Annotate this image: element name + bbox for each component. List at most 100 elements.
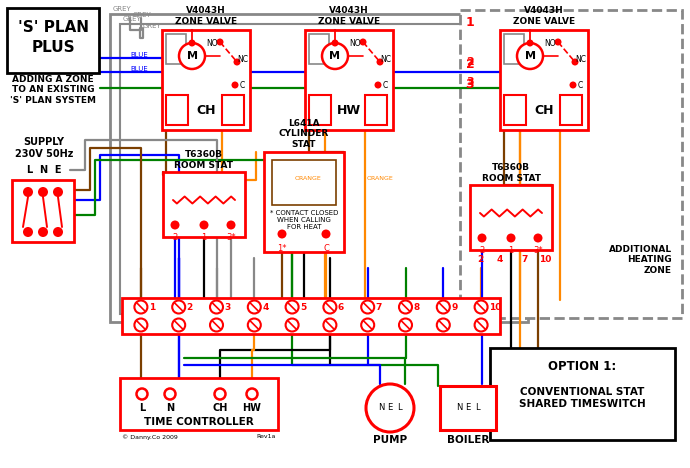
Text: L  N  E: L N E	[27, 165, 61, 175]
Text: 7: 7	[375, 304, 382, 313]
Text: 2: 2	[480, 246, 484, 255]
Text: 3*: 3*	[226, 233, 236, 242]
Text: BOILER: BOILER	[447, 435, 489, 445]
Circle shape	[555, 38, 562, 45]
Circle shape	[188, 39, 195, 46]
Circle shape	[399, 319, 412, 331]
Circle shape	[210, 319, 223, 331]
Text: E: E	[387, 403, 393, 412]
Bar	[305, 30, 393, 130]
Text: 10: 10	[489, 304, 502, 313]
Text: C: C	[323, 244, 329, 253]
Circle shape	[53, 187, 63, 197]
Circle shape	[135, 300, 148, 314]
Circle shape	[375, 81, 382, 88]
Text: OPTION 1:: OPTION 1:	[549, 359, 617, 373]
Circle shape	[215, 388, 226, 400]
Bar	[560, 95, 582, 125]
Text: V4043H
ZONE VALVE: V4043H ZONE VALVE	[513, 6, 575, 26]
Circle shape	[399, 300, 412, 314]
Text: CONVENTIONAL STAT
SHARED TIMESWITCH: CONVENTIONAL STAT SHARED TIMESWITCH	[519, 387, 646, 409]
Text: BLUE: BLUE	[130, 52, 148, 58]
Circle shape	[569, 81, 577, 88]
Bar	[163, 172, 245, 237]
Circle shape	[475, 300, 488, 314]
Text: NO: NO	[206, 38, 218, 47]
Text: 'S' PLAN: 'S' PLAN	[17, 21, 88, 36]
Bar	[162, 30, 250, 130]
Text: 1: 1	[201, 233, 206, 242]
Circle shape	[322, 43, 348, 69]
Text: 4: 4	[497, 256, 503, 264]
Text: 3: 3	[466, 79, 474, 92]
Circle shape	[324, 300, 337, 314]
Text: 2: 2	[477, 256, 483, 264]
Circle shape	[517, 43, 543, 69]
Circle shape	[38, 187, 48, 197]
Circle shape	[217, 38, 224, 45]
Bar	[365, 95, 387, 125]
Text: ORANGE: ORANGE	[294, 176, 321, 181]
Bar	[440, 386, 496, 430]
Bar	[7, 8, 99, 73]
Text: CH: CH	[213, 403, 228, 413]
Text: 2: 2	[172, 233, 177, 242]
Text: V4043H
ZONE VALVE: V4043H ZONE VALVE	[318, 6, 380, 26]
Text: PLUS: PLUS	[31, 41, 75, 56]
Bar	[222, 95, 244, 125]
Bar	[120, 24, 518, 314]
Text: N: N	[456, 403, 462, 412]
Circle shape	[210, 300, 223, 314]
Text: 9: 9	[451, 304, 457, 313]
Text: 10: 10	[539, 256, 551, 264]
Text: N: N	[166, 403, 174, 413]
Circle shape	[248, 319, 261, 331]
Circle shape	[286, 300, 299, 314]
Text: GREY: GREY	[113, 6, 132, 12]
Circle shape	[361, 319, 374, 331]
Text: T6360B
ROOM STAT: T6360B ROOM STAT	[482, 163, 540, 183]
Text: M: M	[330, 51, 340, 61]
Text: 3*: 3*	[533, 246, 543, 255]
Text: ADDITIONAL
HEATING
ZONE: ADDITIONAL HEATING ZONE	[609, 245, 672, 275]
Circle shape	[324, 319, 337, 331]
Bar	[264, 152, 344, 252]
Text: 5: 5	[300, 304, 306, 313]
Circle shape	[437, 319, 450, 331]
Circle shape	[164, 388, 175, 400]
Text: BLUE: BLUE	[130, 66, 148, 72]
Circle shape	[526, 39, 533, 46]
Text: 6: 6	[338, 304, 344, 313]
Bar	[272, 160, 336, 205]
Circle shape	[377, 58, 384, 66]
Text: NC: NC	[575, 56, 586, 65]
Text: SUPPLY
230V 50Hz: SUPPLY 230V 50Hz	[14, 137, 73, 159]
Bar	[122, 298, 500, 334]
Text: L: L	[139, 403, 145, 413]
Circle shape	[172, 300, 185, 314]
Bar	[166, 34, 186, 64]
Circle shape	[199, 220, 208, 229]
Text: 7: 7	[522, 256, 528, 264]
Circle shape	[226, 220, 235, 229]
Bar	[500, 30, 588, 130]
Circle shape	[286, 319, 299, 331]
Circle shape	[477, 234, 486, 242]
Text: NC: NC	[237, 56, 248, 65]
Text: GREY: GREY	[143, 23, 161, 29]
Circle shape	[322, 229, 331, 239]
Circle shape	[38, 227, 48, 237]
Bar	[120, 378, 278, 430]
Bar	[166, 95, 188, 125]
Text: NO: NO	[349, 38, 361, 47]
Text: NO: NO	[544, 38, 556, 47]
Text: 1: 1	[466, 15, 475, 29]
Circle shape	[533, 234, 542, 242]
Text: 2: 2	[466, 57, 474, 67]
Bar	[460, 10, 682, 318]
Text: C: C	[578, 80, 582, 89]
Text: CH: CH	[534, 103, 554, 117]
Circle shape	[248, 300, 261, 314]
Text: 1: 1	[149, 304, 155, 313]
Text: L: L	[397, 403, 402, 412]
